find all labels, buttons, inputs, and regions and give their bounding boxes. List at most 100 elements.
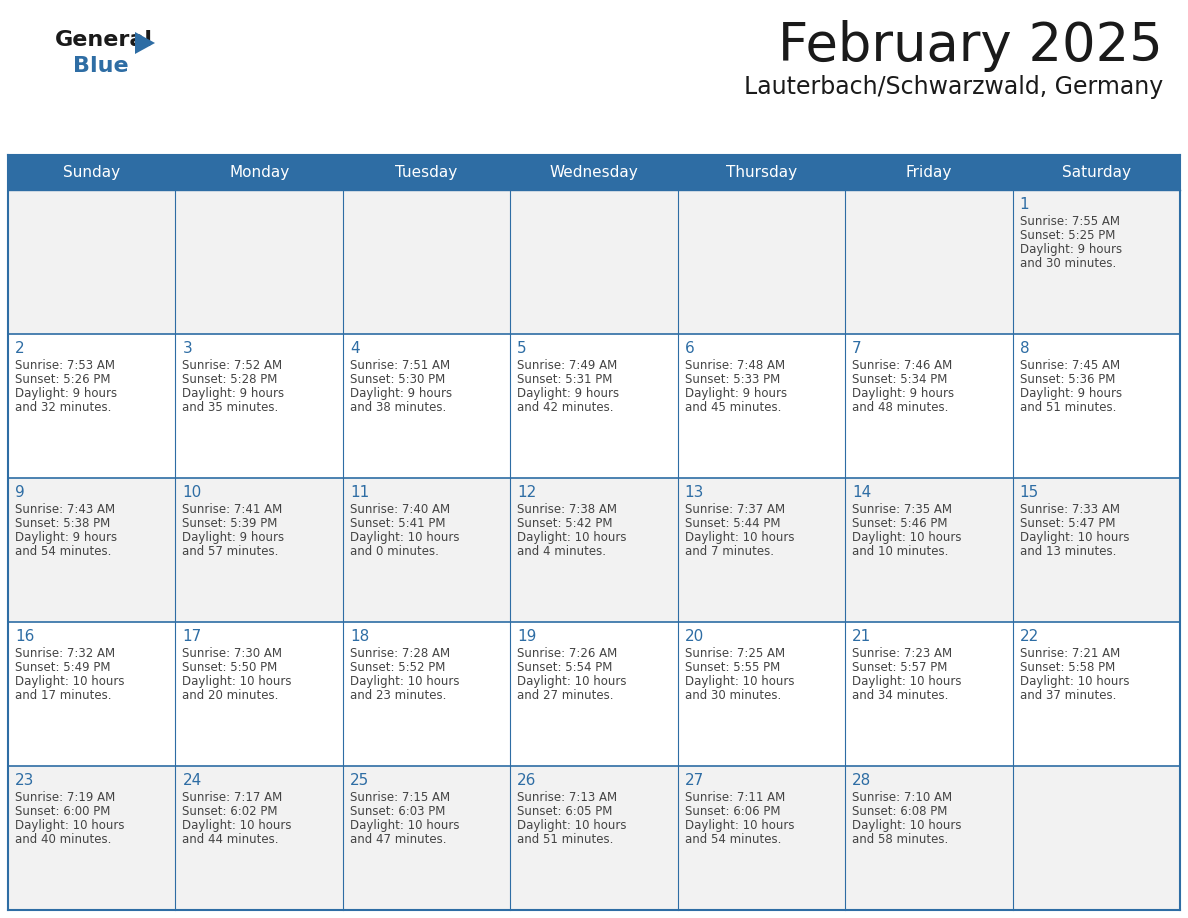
Text: and 32 minutes.: and 32 minutes. (15, 401, 112, 414)
Text: 12: 12 (517, 485, 537, 500)
Text: 14: 14 (852, 485, 871, 500)
Text: Daylight: 10 hours: Daylight: 10 hours (1019, 675, 1129, 688)
Text: and 58 minutes.: and 58 minutes. (852, 833, 948, 846)
Text: Sunrise: 7:21 AM: Sunrise: 7:21 AM (1019, 647, 1120, 660)
Text: Daylight: 10 hours: Daylight: 10 hours (852, 675, 961, 688)
Bar (8, 478, 1180, 622)
Text: Sunset: 5:28 PM: Sunset: 5:28 PM (183, 373, 278, 386)
Text: Daylight: 9 hours: Daylight: 9 hours (183, 531, 285, 544)
Text: Daylight: 10 hours: Daylight: 10 hours (15, 675, 125, 688)
Text: Sunrise: 7:23 AM: Sunrise: 7:23 AM (852, 647, 953, 660)
Text: 15: 15 (1019, 485, 1038, 500)
Text: Sunset: 5:34 PM: Sunset: 5:34 PM (852, 373, 948, 386)
Text: Sunrise: 7:55 AM: Sunrise: 7:55 AM (1019, 215, 1119, 228)
Text: Sunrise: 7:51 AM: Sunrise: 7:51 AM (349, 359, 450, 372)
Text: and 0 minutes.: and 0 minutes. (349, 545, 438, 558)
Text: Sunset: 5:39 PM: Sunset: 5:39 PM (183, 517, 278, 530)
Text: Daylight: 9 hours: Daylight: 9 hours (183, 387, 285, 400)
Text: Sunset: 5:58 PM: Sunset: 5:58 PM (1019, 661, 1114, 674)
Text: Sunset: 5:46 PM: Sunset: 5:46 PM (852, 517, 948, 530)
Text: Sunset: 5:57 PM: Sunset: 5:57 PM (852, 661, 948, 674)
Text: and 27 minutes.: and 27 minutes. (517, 689, 614, 702)
Text: 6: 6 (684, 341, 695, 356)
Text: Daylight: 10 hours: Daylight: 10 hours (684, 531, 795, 544)
Text: 25: 25 (349, 773, 369, 788)
Text: and 4 minutes.: and 4 minutes. (517, 545, 606, 558)
Text: and 47 minutes.: and 47 minutes. (349, 833, 447, 846)
Text: and 7 minutes.: and 7 minutes. (684, 545, 773, 558)
Text: and 48 minutes.: and 48 minutes. (852, 401, 948, 414)
Text: 9: 9 (15, 485, 25, 500)
Text: Sunset: 5:49 PM: Sunset: 5:49 PM (15, 661, 110, 674)
Text: Sunrise: 7:33 AM: Sunrise: 7:33 AM (1019, 503, 1119, 516)
Text: and 51 minutes.: and 51 minutes. (1019, 401, 1116, 414)
Text: 5: 5 (517, 341, 527, 356)
Text: February 2025: February 2025 (778, 20, 1163, 72)
Text: 10: 10 (183, 485, 202, 500)
Text: Wednesday: Wednesday (550, 165, 638, 180)
Text: Sunrise: 7:13 AM: Sunrise: 7:13 AM (517, 791, 618, 804)
Text: Sunset: 6:06 PM: Sunset: 6:06 PM (684, 805, 781, 818)
Text: Sunset: 5:55 PM: Sunset: 5:55 PM (684, 661, 781, 674)
Bar (8, 155, 1180, 190)
Text: 19: 19 (517, 629, 537, 644)
Bar (8, 334, 1180, 478)
Text: Sunrise: 7:35 AM: Sunrise: 7:35 AM (852, 503, 952, 516)
Text: 17: 17 (183, 629, 202, 644)
Text: Sunset: 5:42 PM: Sunset: 5:42 PM (517, 517, 613, 530)
Text: Sunrise: 7:11 AM: Sunrise: 7:11 AM (684, 791, 785, 804)
Text: Sunrise: 7:49 AM: Sunrise: 7:49 AM (517, 359, 618, 372)
Text: Sunrise: 7:45 AM: Sunrise: 7:45 AM (1019, 359, 1120, 372)
Text: and 45 minutes.: and 45 minutes. (684, 401, 781, 414)
Text: Sunset: 5:54 PM: Sunset: 5:54 PM (517, 661, 613, 674)
Text: Sunset: 5:38 PM: Sunset: 5:38 PM (15, 517, 110, 530)
Text: Sunset: 5:47 PM: Sunset: 5:47 PM (1019, 517, 1116, 530)
Text: Daylight: 10 hours: Daylight: 10 hours (852, 531, 961, 544)
Bar (8, 622, 1180, 766)
Text: Daylight: 9 hours: Daylight: 9 hours (349, 387, 451, 400)
Text: and 44 minutes.: and 44 minutes. (183, 833, 279, 846)
Text: Daylight: 10 hours: Daylight: 10 hours (517, 531, 627, 544)
Text: 2: 2 (15, 341, 25, 356)
Text: and 17 minutes.: and 17 minutes. (15, 689, 112, 702)
Text: Monday: Monday (229, 165, 289, 180)
Text: Sunset: 5:36 PM: Sunset: 5:36 PM (1019, 373, 1116, 386)
Text: Sunrise: 7:15 AM: Sunrise: 7:15 AM (349, 791, 450, 804)
Text: Sunday: Sunday (63, 165, 120, 180)
Text: 3: 3 (183, 341, 192, 356)
Text: Sunset: 5:50 PM: Sunset: 5:50 PM (183, 661, 278, 674)
Text: Daylight: 9 hours: Daylight: 9 hours (852, 387, 954, 400)
Text: Sunset: 6:08 PM: Sunset: 6:08 PM (852, 805, 948, 818)
Text: Sunset: 6:02 PM: Sunset: 6:02 PM (183, 805, 278, 818)
Text: Saturday: Saturday (1062, 165, 1131, 180)
Text: Sunrise: 7:53 AM: Sunrise: 7:53 AM (15, 359, 115, 372)
Text: Sunrise: 7:32 AM: Sunrise: 7:32 AM (15, 647, 115, 660)
Text: Friday: Friday (905, 165, 952, 180)
Bar (8, 766, 1180, 910)
Text: and 40 minutes.: and 40 minutes. (15, 833, 112, 846)
Text: Sunset: 6:03 PM: Sunset: 6:03 PM (349, 805, 446, 818)
Text: Sunset: 5:52 PM: Sunset: 5:52 PM (349, 661, 446, 674)
Text: 21: 21 (852, 629, 871, 644)
Text: and 34 minutes.: and 34 minutes. (852, 689, 948, 702)
Text: Daylight: 10 hours: Daylight: 10 hours (684, 819, 795, 832)
Text: and 57 minutes.: and 57 minutes. (183, 545, 279, 558)
Text: Daylight: 10 hours: Daylight: 10 hours (349, 531, 460, 544)
Text: Daylight: 10 hours: Daylight: 10 hours (517, 675, 627, 688)
Text: Sunset: 5:44 PM: Sunset: 5:44 PM (684, 517, 781, 530)
Text: Sunrise: 7:30 AM: Sunrise: 7:30 AM (183, 647, 283, 660)
Text: Sunset: 5:41 PM: Sunset: 5:41 PM (349, 517, 446, 530)
Text: and 37 minutes.: and 37 minutes. (1019, 689, 1116, 702)
Text: 11: 11 (349, 485, 369, 500)
Text: 7: 7 (852, 341, 861, 356)
Text: Sunrise: 7:28 AM: Sunrise: 7:28 AM (349, 647, 450, 660)
Text: and 42 minutes.: and 42 minutes. (517, 401, 614, 414)
Text: 8: 8 (1019, 341, 1029, 356)
Text: Sunrise: 7:52 AM: Sunrise: 7:52 AM (183, 359, 283, 372)
Text: and 30 minutes.: and 30 minutes. (1019, 257, 1116, 270)
Text: General: General (55, 30, 153, 50)
Text: Daylight: 10 hours: Daylight: 10 hours (517, 819, 627, 832)
Text: Sunrise: 7:25 AM: Sunrise: 7:25 AM (684, 647, 785, 660)
Text: 4: 4 (349, 341, 360, 356)
Text: Thursday: Thursday (726, 165, 797, 180)
